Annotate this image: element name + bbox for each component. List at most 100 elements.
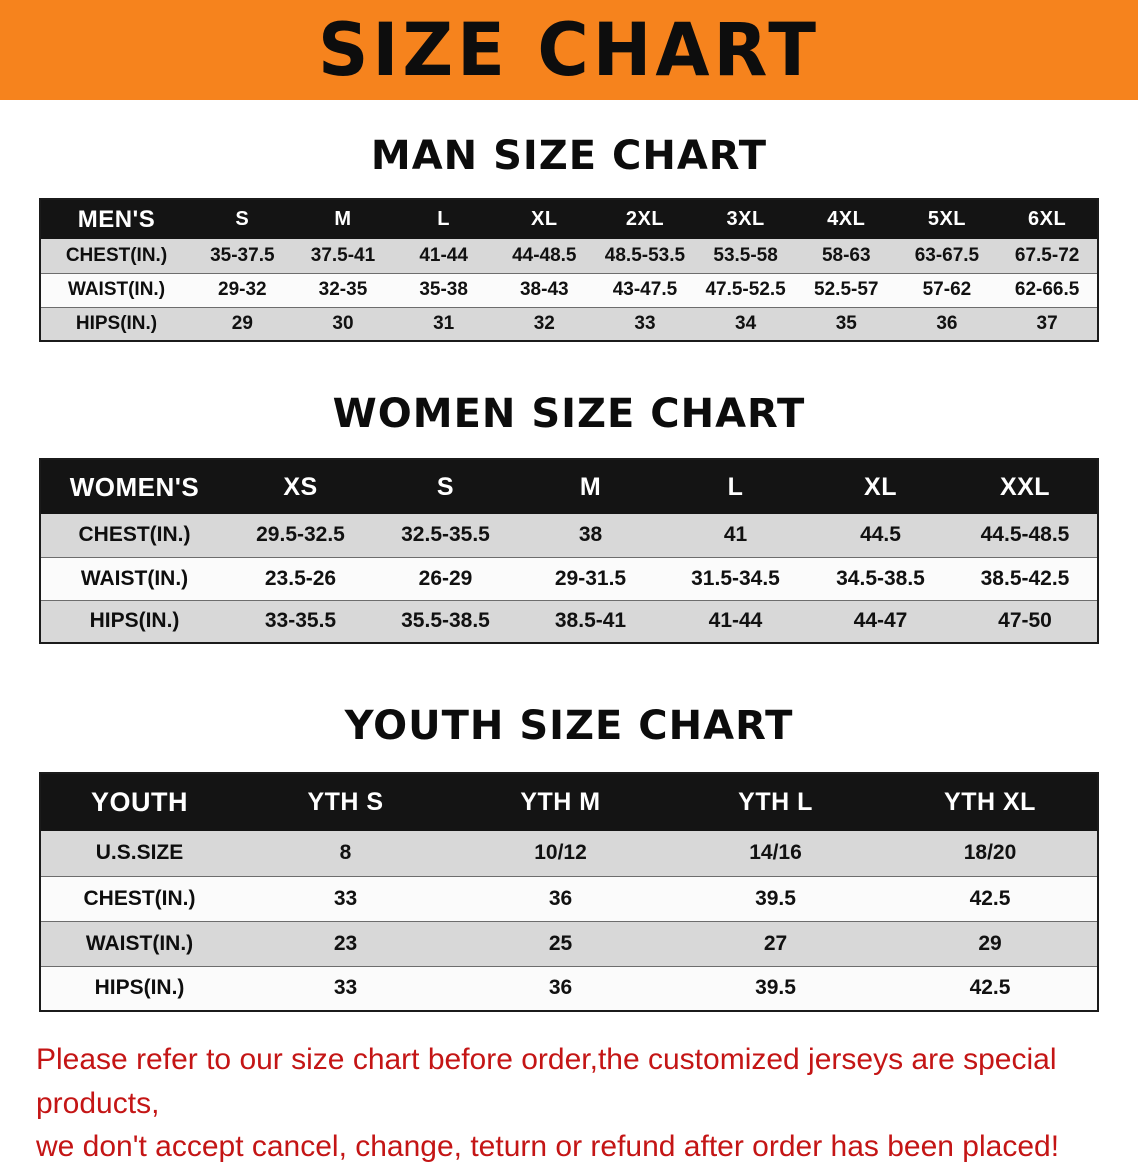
row-label-cell: HIPS(IN.) (89, 609, 180, 633)
measurement-value-cell: 30 (332, 312, 354, 334)
measurement-value-cell: 38 (578, 523, 603, 547)
measurement-value-cell: 35.5-38.5 (401, 609, 490, 633)
measurement-value-cell: 36 (548, 976, 573, 1000)
measurement-value-cell: 53.5-58 (713, 244, 778, 266)
measurement-value-cell: 34 (735, 312, 757, 334)
measurement-value-cell: 47.5-52.5 (705, 279, 786, 300)
measurement-value-cell: 44.5-48.5 (980, 523, 1070, 547)
measurement-value-cell: 31 (433, 312, 455, 334)
table-header-row: MEN'S S M L XL 2XL 3XL 4XL 5XL 6XL (40, 199, 1098, 239)
measurement-value-cell: 39.5 (755, 976, 796, 1000)
table-row: HIPS(IN.) 29 30 31 32 33 34 35 36 37 (40, 307, 1098, 341)
size-column-header: L (393, 199, 494, 239)
measurement-value-cell: 37.5-41 (310, 244, 376, 266)
measurement-value-cell: 27 (763, 931, 788, 955)
measurement-value-cell: 63-67.5 (914, 244, 980, 266)
measurement-value-cell: 39.5 (755, 886, 796, 910)
measurement-value-cell: 18/20 (963, 841, 1017, 865)
measurement-value-cell: 29-32 (218, 279, 267, 300)
banner: SIZE CHART (0, 0, 1138, 100)
section-youth: YOUTH SIZE CHART YOUTH YTH S YTH M YTH L YTH… (0, 702, 1138, 1012)
table-row: WAIST(IN.) 29-32 32-35 35-38 38-43 43-47.5 47.… (40, 273, 1098, 307)
measurement-value-cell: 44-47 (853, 609, 908, 633)
measurement-value-cell: 67.5-72 (1014, 244, 1080, 266)
measurement-value-cell: 38-43 (519, 279, 569, 300)
row-label-cell: CHEST(IN.) (83, 886, 196, 910)
notice-line-1: Please refer to our size chart before or… (36, 1043, 1057, 1120)
row-label-cell: WAIST(IN.) (80, 566, 189, 590)
table-title-cell: MEN'S (40, 199, 192, 239)
measurement-value-cell: 44-48.5 (512, 244, 577, 266)
women-size-table: WOMEN'S XS S M L XL XXL CHEST(IN.) 29.5-32.5 32.5… (39, 458, 1099, 644)
measurement-value-cell: 33 (634, 312, 656, 334)
table-row: WAIST(IN.) 23 25 27 29 (40, 921, 1098, 966)
measurement-value-cell: 43-47.5 (612, 279, 678, 300)
size-column-header: M (518, 459, 663, 514)
measurement-value-cell: 36 (936, 312, 958, 334)
size-column-header: L (663, 459, 808, 514)
measurement-value-cell: 57-62 (922, 279, 972, 300)
measurement-value-cell: 42.5 (969, 886, 1011, 910)
measurement-value-cell: 14/16 (749, 841, 802, 865)
table-title-cell: WOMEN'S (40, 459, 228, 514)
measurement-value-cell: 8 (339, 841, 352, 865)
measurement-value-cell: 33 (333, 976, 358, 1000)
measurement-value-cell: 35-37.5 (210, 244, 275, 266)
row-label-cell: CHEST(IN.) (65, 244, 168, 266)
measurement-value-cell: 10/12 (534, 841, 587, 865)
charts-container: MAN SIZE CHART MEN'S S M L XL 2XL 3XL 4XL 5XL 6XL… (0, 132, 1138, 1012)
size-column-header: 6XL (997, 199, 1098, 239)
size-column-header: S (192, 199, 293, 239)
measurement-value-cell: 58-63 (821, 244, 871, 266)
measurement-value-cell: 26-29 (418, 566, 473, 590)
size-column-header: 3XL (695, 199, 796, 239)
measurement-value-cell: 32-35 (318, 279, 368, 300)
section-women: WOMEN SIZE CHART WOMEN'S XS S M L XL XXL CHEST(… (0, 390, 1138, 644)
row-label-cell: CHEST(IN.) (78, 523, 191, 547)
size-column-header: XL (808, 459, 953, 514)
measurement-value-cell: 29 (231, 312, 253, 334)
measurement-value-cell: 31.5-34.5 (691, 566, 780, 590)
measurement-value-cell: 35 (835, 312, 857, 334)
men-size-table: MEN'S S M L XL 2XL 3XL 4XL 5XL 6XL CHEST(IN.) 35-37… (39, 198, 1099, 342)
measurement-value-cell: 38.5-42.5 (980, 566, 1070, 590)
size-column-header: 5XL (896, 199, 998, 239)
table-row: HIPS(IN.) 33-35.5 35.5-38.5 38.5-41 41-44 44-… (40, 600, 1098, 643)
measurement-value-cell: 41 (723, 523, 748, 547)
measurement-value-cell: 23 (333, 931, 358, 955)
table-header-row: WOMEN'S XS S M L XL XXL (40, 459, 1098, 514)
table-row: CHEST(IN.) 33 36 39.5 42.5 (40, 876, 1098, 921)
measurement-value-cell: 29.5-32.5 (256, 523, 345, 547)
size-column-header: 2XL (594, 199, 696, 239)
section-title-women: WOMEN SIZE CHART (332, 391, 806, 437)
measurement-value-cell: 32.5-35.5 (401, 523, 490, 547)
size-column-header: YTH M (453, 773, 668, 831)
measurement-value-cell: 48.5-53.5 (604, 244, 686, 266)
table-header-row: YOUTH YTH S YTH M YTH L YTH XL (40, 773, 1098, 831)
measurement-value-cell: 33 (333, 886, 358, 910)
measurement-value-cell: 29-31.5 (554, 566, 627, 590)
size-column-header: S (373, 459, 518, 514)
youth-size-table: YOUTH YTH S YTH M YTH L YTH XL U.S.SIZE 8 10/12… (39, 772, 1099, 1012)
measurement-value-cell: 38.5-41 (554, 609, 627, 633)
row-label-cell: HIPS(IN.) (94, 976, 185, 1000)
size-column-header: XL (493, 199, 595, 239)
row-label-cell: HIPS(IN.) (75, 312, 158, 334)
measurement-value-cell: 33-35.5 (264, 609, 337, 633)
measurement-value-cell: 34.5-38.5 (836, 566, 925, 590)
measurement-value-cell: 36 (548, 886, 573, 910)
row-label-cell: U.S.SIZE (95, 841, 184, 865)
measurement-value-cell: 41-44 (708, 609, 763, 633)
size-column-header: M (292, 199, 394, 239)
measurement-value-cell: 23.5-26 (264, 566, 337, 590)
measurement-value-cell: 29 (978, 931, 1002, 955)
footer-notice: Please refer to our size chart before or… (0, 1038, 1138, 1169)
table-row: CHEST(IN.) 35-37.5 37.5-41 41-44 44-48.5 48.5… (40, 239, 1098, 273)
measurement-value-cell: 37 (1036, 312, 1058, 334)
section-title-men: MAN SIZE CHART (370, 133, 768, 179)
measurement-value-cell: 62-66.5 (1014, 279, 1080, 300)
measurement-value-cell: 32 (533, 312, 555, 334)
size-column-header: YTH S (238, 773, 453, 831)
measurement-value-cell: 42.5 (969, 976, 1011, 1000)
